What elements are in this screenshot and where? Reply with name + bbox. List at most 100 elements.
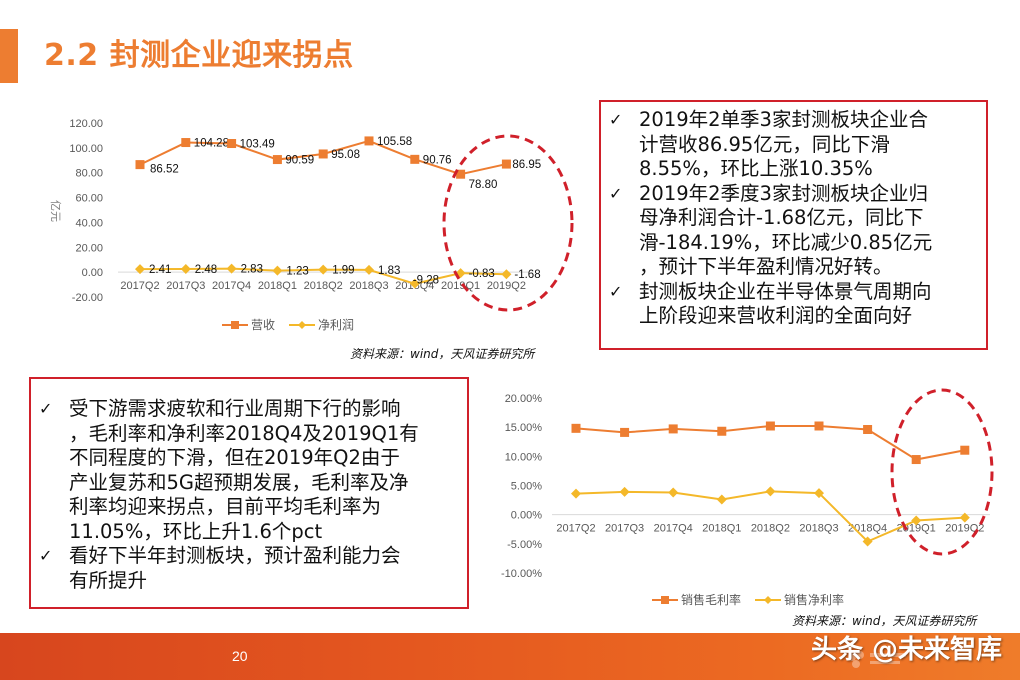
bullet-text-line: 看好下半年封测板块，预计盈利能力会 <box>69 544 401 567</box>
x-tick-label: 2018Q2 <box>304 280 343 292</box>
watermark: 头条 @未来智库 <box>810 635 1002 665</box>
data-label: 1.23 <box>286 266 308 278</box>
chart1-source: 资料来源：wind，天风证券研究所 <box>350 347 535 361</box>
square-marker-icon <box>717 426 727 436</box>
bullet-text-line: 2019年2季度3家封测板块企业归 <box>639 181 928 205</box>
square-marker-icon <box>652 595 678 604</box>
diamond-marker-icon <box>501 269 512 280</box>
diamond-marker-icon <box>272 265 283 276</box>
square-marker-icon <box>571 423 581 433</box>
square-marker-icon <box>960 445 970 455</box>
bullet-text-line: 滑-184.19%，环比减少0.85亿元 <box>639 230 933 254</box>
diamond-marker-icon <box>135 264 145 275</box>
diamond-marker-icon <box>364 264 374 275</box>
y-tick-label: 20.00% <box>505 393 543 405</box>
page-number: 20 <box>232 648 248 664</box>
series-line <box>575 425 965 461</box>
diamond-marker-icon <box>716 494 727 505</box>
bullet-text-line: 受下游需求疲软和行业周期下行的影响 <box>69 397 401 420</box>
data-label: 90.76 <box>423 154 452 166</box>
square-marker-icon <box>620 427 630 437</box>
bullet-text-line: 有所提升 <box>69 568 148 592</box>
page-title: 2.2 封测企业迎来拐点 <box>44 38 354 73</box>
x-tick-label: 2017Q2 <box>120 280 159 292</box>
data-label: 95.08 <box>331 149 360 161</box>
data-label: 103.49 <box>240 139 275 151</box>
y-tick-label: 15.00% <box>505 422 543 434</box>
x-tick-label: 2017Q3 <box>166 280 205 292</box>
checkmark-icon: ✓ <box>609 281 623 301</box>
data-label: -1.68 <box>514 269 540 281</box>
legend-revenue: 营收 <box>222 316 275 333</box>
x-tick-label: 2019Q1 <box>897 523 936 535</box>
y-tick-label: -20.00 <box>72 292 103 304</box>
square-marker-icon <box>135 160 145 170</box>
data-label: 1.83 <box>378 265 400 277</box>
x-tick-label: 2017Q3 <box>605 523 644 535</box>
bullet-item: ✓ 2019年2单季3家封测板块企业合 计营收86.95亿元，同比下滑 8.55%，环… <box>609 108 976 182</box>
x-tick-label: 2018Q4 <box>848 523 887 535</box>
x-tick-label: 2018Q3 <box>349 280 388 292</box>
diamond-marker-icon <box>862 536 873 547</box>
y-tick-label: 0.00% <box>511 510 542 522</box>
y-tick-label: 80.00 <box>75 168 103 180</box>
diamond-marker-icon <box>911 515 922 526</box>
data-label: 78.80 <box>469 179 498 191</box>
series-line <box>139 267 507 285</box>
data-label: 86.52 <box>150 164 179 176</box>
bullet-item: ✓ 2019年2季度3家封测板块企业归 母净利润合计-1.68亿元，同比下 滑-184… <box>609 182 976 280</box>
x-tick-label: 2019Q2 <box>945 523 984 535</box>
checkmark-icon: ✓ <box>609 110 623 129</box>
bullet-item: ✓ 看好下半年封测板块，预计盈利能力会 有所提升 <box>39 544 457 593</box>
square-marker-icon <box>765 421 775 431</box>
y-tick-label: 5.00% <box>511 481 542 493</box>
chart2-legend: 销售毛利率 销售净利率 <box>652 591 844 608</box>
y-tick-label: 60.00 <box>75 193 103 205</box>
title-accent-bar <box>0 29 18 83</box>
data-label: 86.95 <box>512 159 541 171</box>
square-marker-icon <box>410 154 420 164</box>
bullet-text-line: 2019年2单季3家封测板块企业合 <box>639 108 928 131</box>
y-tick-label: -10.00% <box>501 568 542 580</box>
diamond-marker-icon <box>318 264 329 275</box>
company-logo-icon <box>848 651 906 668</box>
checkmark-icon: ✓ <box>39 546 53 565</box>
data-label: -9.28 <box>413 275 439 287</box>
diamond-marker-icon <box>180 264 191 275</box>
square-marker-icon <box>668 424 678 434</box>
y-tick-label: -5.00% <box>507 539 542 551</box>
y-tick-label: 120.00 <box>69 118 103 130</box>
data-label: 90.59 <box>285 155 314 167</box>
data-label: 2.48 <box>195 264 217 276</box>
legend-net-profit: 净利润 <box>289 316 354 333</box>
bullet-text-line: 计营收86.95亿元，同比下滑 <box>639 132 890 156</box>
chart2-source: 资料来源：wind，天风证券研究所 <box>792 614 977 628</box>
bullet-item: ✓ 封测板块企业在半导体景气周期向 上阶段迎来营收利润的全面向好 <box>609 280 976 329</box>
x-tick-label: 2017Q4 <box>212 280 251 292</box>
square-marker-icon <box>181 138 191 148</box>
series-line <box>139 139 507 176</box>
bullet-text-line: 利率均迎来拐点，目前平均毛利率为 <box>69 495 382 518</box>
diamond-marker-icon <box>455 268 466 279</box>
y-tick-label: 10.00% <box>505 451 543 463</box>
series-line <box>575 490 965 543</box>
summary-box-margins: ✓ 受下游需求疲软和行业周期下行的影响 ，毛利率和净利率2018Q4及2019Q1有… <box>29 377 469 609</box>
x-tick-label: 2018Q2 <box>751 523 790 535</box>
square-marker-icon <box>456 169 466 179</box>
x-tick-label: 2018Q1 <box>702 523 741 535</box>
y-tick-label: 0.00 <box>82 267 103 279</box>
diamond-marker-icon <box>765 486 776 497</box>
checkmark-icon: ✓ <box>609 183 623 203</box>
legend-gross-margin: 销售毛利率 <box>652 591 741 608</box>
square-marker-icon <box>364 136 374 146</box>
diamond-marker-icon <box>959 512 970 523</box>
y-tick-label: 100.00 <box>69 143 103 155</box>
x-tick-label: 2018Q3 <box>799 523 838 535</box>
bullet-text-line: 上阶段迎来营收利润的全面向好 <box>639 304 913 327</box>
square-marker-icon <box>222 320 248 329</box>
highlight-ellipse <box>890 388 994 556</box>
bullet-text-line: 母净利润合计-1.68亿元，同比下 <box>639 206 924 229</box>
square-marker-icon <box>911 455 921 465</box>
y-tick-label: 20.00 <box>75 242 103 254</box>
legend-net-margin: 销售净利率 <box>755 591 844 608</box>
